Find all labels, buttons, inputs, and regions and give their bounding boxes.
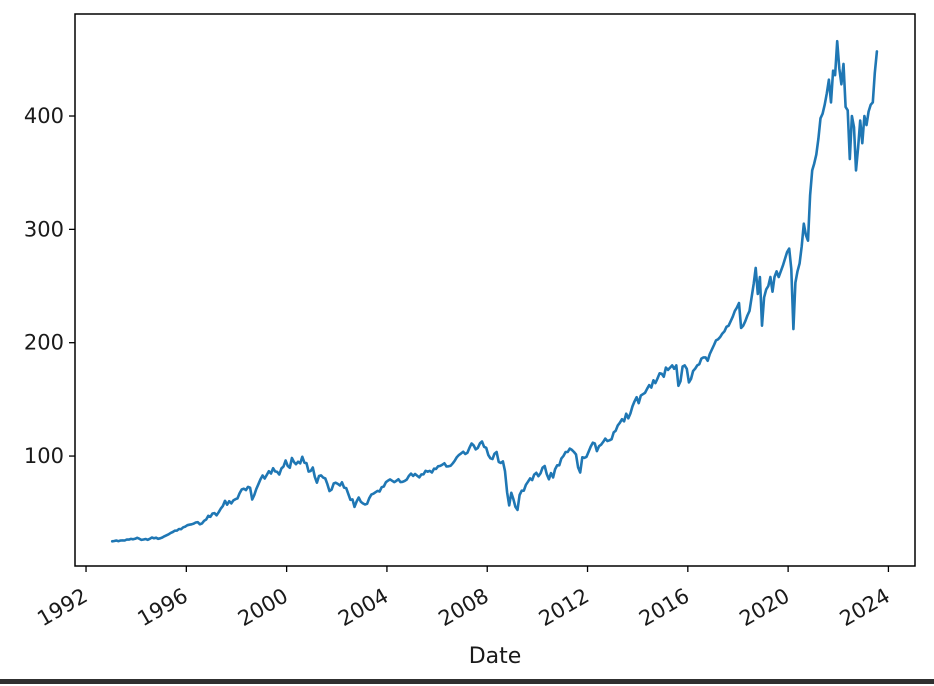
- y-tick-label: 100: [24, 444, 64, 468]
- y-tick-label: 400: [24, 104, 64, 128]
- x-axis-title: Date: [469, 644, 522, 669]
- plot-border: [74, 13, 916, 567]
- y-tick-label: 300: [24, 217, 64, 241]
- price-line: [110, 39, 879, 543]
- x-tick-label: 2012: [535, 584, 593, 632]
- x-tick-label: 2024: [836, 584, 894, 632]
- y-tick-label: 200: [24, 331, 64, 355]
- x-tick-label: 1996: [134, 584, 192, 632]
- x-tick-label: 2020: [735, 584, 793, 632]
- x-tick-label: 1992: [33, 584, 91, 632]
- window-bottom-bar: [0, 679, 934, 684]
- x-tick-label: 2016: [635, 584, 693, 632]
- x-tick-label: 2004: [334, 584, 392, 632]
- x-tick-label: 2008: [434, 584, 492, 632]
- x-tick-label: 2000: [234, 584, 292, 632]
